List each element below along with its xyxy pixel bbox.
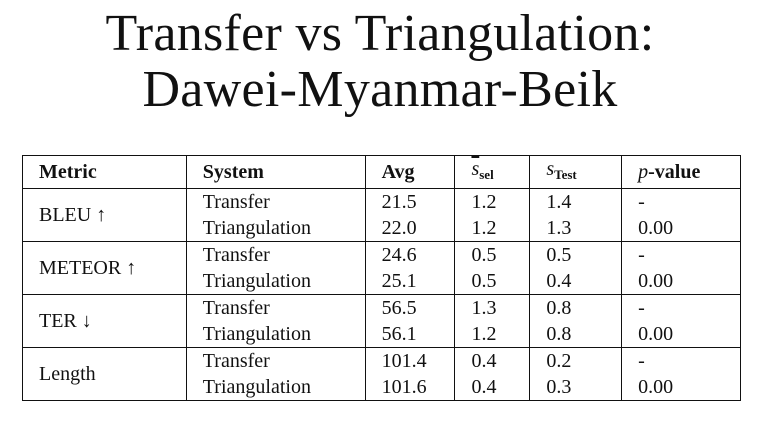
header-metric: Metric: [22, 155, 187, 189]
s-test-cell: 0.8: [529, 321, 623, 348]
s-sel-cell: 1.3: [454, 294, 531, 321]
metric-label: METEOR ↑: [22, 241, 187, 295]
p-value-cell: 0.00: [621, 215, 741, 242]
system-cell: Transfer: [185, 188, 366, 215]
p-value-cell: -: [621, 241, 741, 268]
title-line-1: Transfer vs Triangulation:: [105, 5, 655, 62]
s-sel-cell: 1.2: [454, 215, 531, 242]
metric-label: BLEU ↑: [22, 188, 187, 242]
table-row: METEOR ↑ Transfer 24.6 0.5 0.5 -: [22, 241, 741, 295]
s-test-cell: 0.2: [529, 347, 623, 374]
avg-cell: 24.6: [364, 241, 456, 268]
s-sel-cell: 0.5: [454, 241, 531, 268]
s-test-cell: 0.8: [529, 294, 623, 321]
avg-cell: 56.5: [364, 294, 456, 321]
header-p-prefix: p: [638, 161, 649, 183]
s-sel-cell: 1.2: [454, 321, 531, 348]
s-sel-cell: 0.5: [454, 268, 531, 295]
s-test-cell: 0.3: [529, 374, 623, 401]
table-row: Triangulation 101.6 0.4 0.3 0.00: [23, 374, 741, 401]
page-title: Transfer vs Triangulation: Dawei-Myanmar…: [0, 6, 760, 118]
table-header: Metric System Avg ssel sTest p-value: [22, 155, 741, 189]
s-sel-cell: 0.4: [454, 347, 531, 374]
header-system: System: [185, 155, 366, 189]
header-s-test: sTest: [529, 155, 623, 189]
header-p-value: p-value: [621, 155, 741, 189]
p-value-cell: 0.00: [621, 321, 741, 348]
avg-cell: 101.4: [364, 347, 456, 374]
system-cell: Transfer: [185, 294, 366, 321]
p-value-cell: 0.00: [621, 374, 741, 401]
header-s-test-base: s: [546, 158, 555, 180]
header-s-sel-base: s: [471, 158, 480, 180]
s-sel-cell: 0.4: [454, 374, 531, 401]
header-row: Metric System Avg ssel sTest p-value: [22, 155, 741, 189]
avg-cell: 22.0: [364, 215, 456, 242]
system-cell: Triangulation: [185, 268, 366, 295]
header-s-test-sub: Test: [554, 167, 577, 182]
header-s-sel: ssel: [454, 155, 531, 189]
header-p-suffix: -value: [648, 161, 701, 183]
avg-cell: 101.6: [364, 374, 456, 401]
header-avg: Avg: [364, 155, 456, 189]
table-row: TER ↓ Transfer 56.5 1.3 0.8 -: [22, 294, 741, 348]
header-s-sel-sub: sel: [479, 167, 494, 182]
table-row: Length Transfer 101.4 0.4 0.2 -: [22, 347, 741, 401]
p-value-cell: 0.00: [621, 268, 741, 295]
avg-cell: 21.5: [364, 188, 456, 215]
table-row: Triangulation 25.1 0.5 0.4 0.00: [23, 268, 741, 295]
metric-label: Length: [22, 347, 187, 401]
s-test-cell: 1.4: [529, 188, 623, 215]
table-row: Triangulation 22.0 1.2 1.3 0.00: [23, 215, 741, 242]
avg-cell: 25.1: [364, 268, 456, 295]
metric-label: TER ↓: [22, 294, 187, 348]
system-cell: Triangulation: [185, 215, 366, 242]
avg-cell: 56.1: [364, 321, 456, 348]
system-cell: Triangulation: [185, 321, 366, 348]
s-test-cell: 1.3: [529, 215, 623, 242]
system-cell: Transfer: [185, 241, 366, 268]
p-value-cell: -: [621, 294, 741, 321]
s-test-cell: 0.4: [529, 268, 623, 295]
p-value-cell: -: [621, 188, 741, 215]
table-body: BLEU ↑ Transfer 21.5 1.2 1.4 - Triangula…: [22, 188, 741, 401]
table-row: BLEU ↑ Transfer 21.5 1.2 1.4 -: [22, 188, 741, 242]
system-cell: Triangulation: [185, 374, 366, 401]
s-sel-cell: 1.2: [454, 188, 531, 215]
results-table: Metric System Avg ssel sTest p-value BLE…: [22, 155, 741, 401]
p-value-cell: -: [621, 347, 741, 374]
system-cell: Transfer: [185, 347, 366, 374]
s-test-cell: 0.5: [529, 241, 623, 268]
title-line-2: Dawei-Myanmar-Beik: [142, 61, 618, 118]
